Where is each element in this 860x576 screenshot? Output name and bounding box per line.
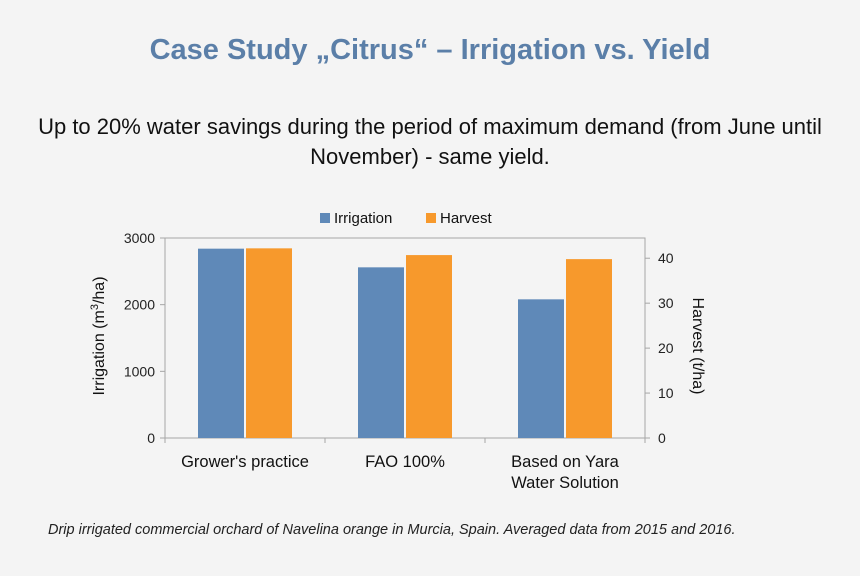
page-title: Case Study „Citrus“ – Irrigation vs. Yie…: [149, 34, 711, 66]
legend-label-irrigation: Irrigation: [334, 210, 392, 227]
subtitle-line-1: Up to 20% water savings during the perio…: [38, 114, 822, 139]
x-axis-category-label: FAO 100%: [365, 453, 445, 471]
right-axis-tick-label: 0: [658, 430, 666, 446]
irrigation-bar: [358, 267, 404, 438]
x-axis-category-label: Water Solution: [511, 474, 619, 492]
x-axis-category-label: Based on Yara: [511, 453, 619, 471]
right-axis-title: Harvest (t/ha): [689, 298, 706, 395]
legend-swatch-irrigation: [320, 213, 330, 223]
harvest-bar: [406, 255, 452, 438]
legend-swatch-harvest: [426, 213, 436, 223]
left-axis-tick-label: 2000: [124, 297, 155, 313]
legend-label-harvest: Harvest: [440, 210, 493, 227]
right-axis-tick-label: 30: [658, 295, 674, 311]
left-axis-tick-label: 1000: [124, 363, 155, 379]
plot-area-frame: [164, 237, 646, 439]
right-axis-tick-label: 20: [658, 340, 674, 356]
right-axis-tick-label: 10: [658, 385, 674, 401]
footnote: Drip irrigated commercial orchard of Nav…: [48, 522, 736, 538]
left-axis-title: Irrigation (m3/ha): [89, 276, 108, 395]
irrigation-bar: [198, 248, 244, 438]
right-axis-tick-label: 40: [658, 250, 674, 266]
x-axis-category-label: Grower's practice: [181, 453, 309, 471]
irrigation-bar: [518, 299, 564, 438]
harvest-bar: [566, 259, 612, 438]
left-axis-tick-label: 3000: [124, 230, 155, 246]
subtitle: Up to 20% water savings during the perio…: [20, 112, 840, 172]
subtitle-line-2: November) - same yield.: [310, 144, 550, 169]
left-axis-tick-label: 0: [147, 430, 155, 446]
harvest-bar: [246, 248, 292, 438]
